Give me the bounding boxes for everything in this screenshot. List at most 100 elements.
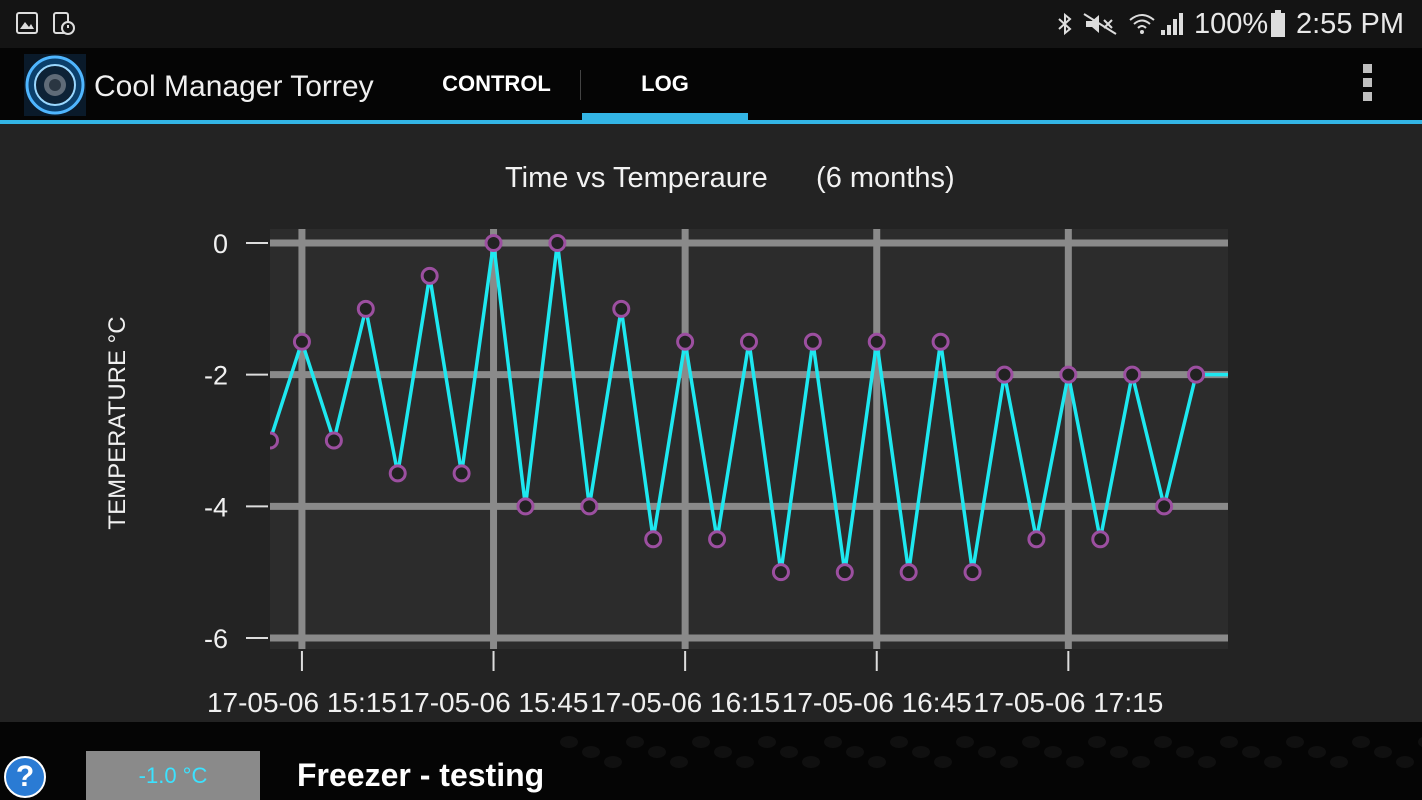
background-dot: [1000, 756, 1018, 768]
chart-subtitle: (6 months): [816, 162, 955, 194]
data-point[interactable]: [1027, 530, 1046, 549]
action-bar: [0, 48, 1422, 120]
data-point[interactable]: [676, 332, 695, 351]
tab-log[interactable]: LOG: [641, 71, 689, 96]
background-dot: [1022, 736, 1040, 748]
background-dot: [1154, 736, 1172, 748]
data-point[interactable]: [452, 464, 471, 483]
background-dot: [604, 756, 622, 768]
data-point[interactable]: [292, 332, 311, 351]
gallery-icon: [16, 12, 38, 34]
data-point[interactable]: [1187, 365, 1206, 384]
background-dot: [626, 736, 644, 748]
background-dot: [1286, 736, 1304, 748]
data-point[interactable]: [771, 563, 790, 582]
background-dot: [868, 756, 886, 768]
y-axis-label: TEMPERATURE °C: [104, 316, 131, 529]
status-time: 2:55 PM: [1296, 8, 1404, 40]
battery-percent: 100%: [1194, 8, 1269, 40]
data-point[interactable]: [963, 563, 982, 582]
background-dot: [780, 746, 798, 758]
background-dot: [1308, 746, 1326, 758]
x-tick-label: 17-05-06 15:15: [207, 687, 397, 718]
background-dot: [890, 736, 908, 748]
background-dot: [1264, 756, 1282, 768]
device-name: Freezer - testing: [297, 757, 545, 793]
background-dot: [846, 746, 864, 758]
background-dot: [824, 736, 842, 748]
data-point[interactable]: [1091, 530, 1110, 549]
background-dot: [1330, 756, 1348, 768]
mute-icon: [1083, 13, 1117, 35]
data-point[interactable]: [516, 497, 535, 516]
background-dot: [1176, 746, 1194, 758]
data-point[interactable]: [803, 332, 822, 351]
x-tick-label: 17-05-06 16:15: [590, 687, 780, 718]
app-logo-icon[interactable]: [24, 54, 86, 116]
background-dot: [758, 736, 776, 748]
current-temperature[interactable]: -1.0 °C: [86, 751, 260, 800]
background-dot: [582, 746, 600, 758]
data-point[interactable]: [580, 497, 599, 516]
wifi-icon: [1129, 14, 1155, 34]
data-point[interactable]: [644, 530, 663, 549]
background-dot: [1066, 756, 1084, 768]
data-point[interactable]: [356, 299, 375, 318]
background-dot: [692, 736, 710, 748]
y-tick-label: -4: [204, 492, 228, 522]
data-point[interactable]: [708, 530, 727, 549]
x-tick-label: 17-05-06 16:45: [782, 687, 972, 718]
data-point[interactable]: [835, 563, 854, 582]
background-dot: [1352, 736, 1370, 748]
app-title: Cool Manager Torrey: [94, 70, 374, 103]
data-point[interactable]: [1155, 497, 1174, 516]
tab-control[interactable]: CONTROL: [442, 71, 551, 96]
background-dot: [1418, 736, 1422, 748]
background-dot: [1198, 756, 1216, 768]
plot-area: [270, 229, 1228, 649]
data-point[interactable]: [388, 464, 407, 483]
background-dot: [560, 736, 578, 748]
data-point[interactable]: [899, 563, 918, 582]
y-tick-label: -6: [204, 624, 228, 654]
data-point[interactable]: [548, 234, 567, 252]
overflow-menu-icon[interactable]: [1356, 64, 1378, 108]
data-point[interactable]: [867, 332, 886, 351]
y-tick-label: 0: [213, 229, 228, 259]
data-point[interactable]: [420, 266, 439, 285]
help-button[interactable]: ?: [4, 756, 46, 798]
background-dot: [714, 746, 732, 758]
data-point[interactable]: [931, 332, 950, 351]
background-dot: [1396, 756, 1414, 768]
data-point[interactable]: [995, 365, 1014, 384]
y-tick-label: -2: [204, 361, 228, 391]
data-point[interactable]: [740, 332, 758, 351]
background-dot: [1110, 746, 1128, 758]
chart-title: Time vs Temperaure (6 months): [505, 162, 955, 195]
data-point[interactable]: [612, 299, 631, 318]
chart-title-text: Time vs Temperaure: [505, 162, 768, 194]
background-dot: [802, 756, 820, 768]
background-dot: [934, 756, 952, 768]
tab-selected-indicator: [582, 113, 748, 121]
background-dot: [1242, 746, 1260, 758]
data-point[interactable]: [484, 234, 503, 252]
x-tick-label: 17-05-06 17:15: [973, 687, 1163, 718]
background-dot: [1220, 736, 1238, 748]
temperature-chart[interactable]: 0-2-4-6 17-05-06 15:15 17-05-06 15:45 17-0…: [0, 120, 1422, 720]
background-dot: [670, 756, 688, 768]
data-point[interactable]: [263, 431, 279, 450]
data-point[interactable]: [1123, 365, 1142, 384]
background-dot: [1374, 746, 1392, 758]
data-point[interactable]: [324, 431, 343, 450]
bluetooth-icon: [1058, 12, 1072, 36]
background-dot: [1044, 746, 1062, 758]
data-point[interactable]: [1059, 365, 1078, 384]
battery-icon: [1271, 10, 1285, 37]
background-dot: [736, 756, 754, 768]
background-dot: [648, 746, 666, 758]
status-bar: 100% 2:55 PM: [0, 0, 1422, 48]
background-dot: [978, 746, 996, 758]
tab-divider: [580, 70, 581, 100]
background-dot: [956, 736, 974, 748]
